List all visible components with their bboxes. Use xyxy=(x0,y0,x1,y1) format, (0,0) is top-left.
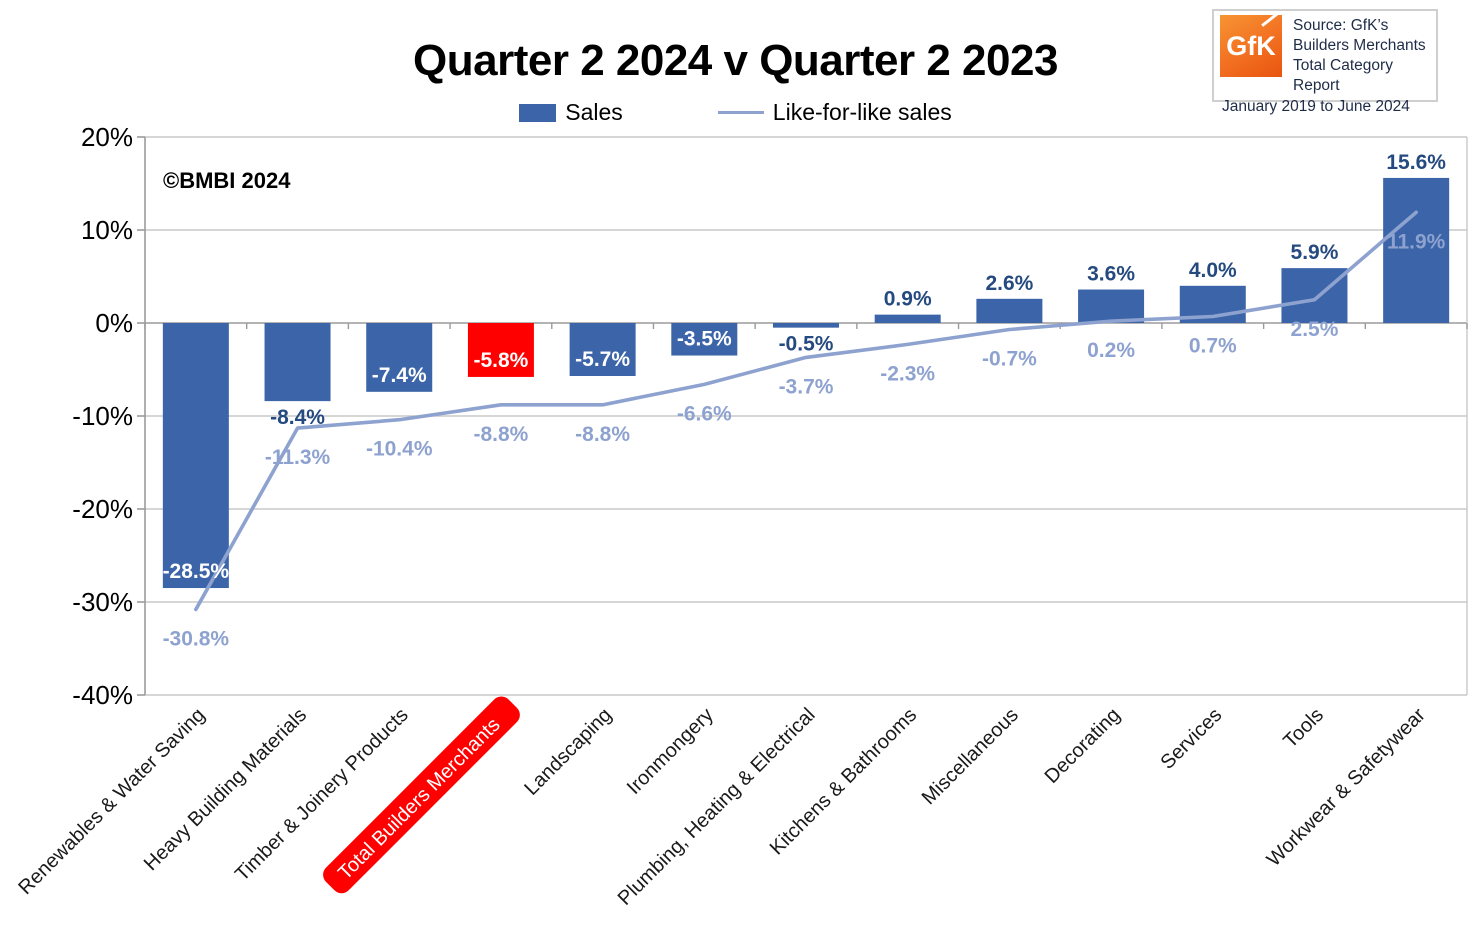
y-axis-label: -30% xyxy=(72,587,133,617)
sales-bar xyxy=(264,323,331,402)
sales-bar xyxy=(162,323,229,589)
x-axis-label: Services xyxy=(1157,704,1227,774)
sales-swatch-icon xyxy=(519,103,557,122)
x-axis-label: Miscellaneous xyxy=(918,704,1023,809)
x-axis-label-group: Ironmongery xyxy=(623,704,718,799)
x-axis-label-group: Services xyxy=(1157,704,1227,774)
x-axis-label-group: Tools xyxy=(1279,704,1328,753)
sales-bar xyxy=(1383,177,1450,323)
x-axis-label-group: Plumbing, Heating & Electrical xyxy=(614,704,820,910)
sales-bar xyxy=(874,314,941,323)
sales-bar-label: 0.9% xyxy=(884,288,932,311)
legend-item-sales: Sales xyxy=(519,99,623,126)
lfl-point-label: -8.8% xyxy=(473,423,528,446)
x-axis-label: Timber & Joinery Products xyxy=(231,704,413,886)
x-axis-label-highlight: Total Builders Merchants xyxy=(323,696,520,894)
x-axis-label: Plumbing, Heating & Electrical xyxy=(614,704,820,910)
x-axis-label-group: Timber & Joinery Products xyxy=(231,704,413,886)
sales-bar xyxy=(1281,268,1348,323)
legend-sales-label: Sales xyxy=(565,99,623,125)
sales-bar-label: 4.0% xyxy=(1189,259,1237,282)
lfl-point-label: -8.8% xyxy=(575,423,630,446)
x-axis-label: Landscaping xyxy=(520,704,616,800)
x-axis-label: Tools xyxy=(1279,704,1328,753)
page-title: Quarter 2 2024 v Quarter 2 2023 xyxy=(413,36,1058,85)
copyright-note: ©BMBI 2024 xyxy=(163,168,291,193)
x-axis-label-group: Heavy Building Materials xyxy=(140,704,311,875)
y-axis-label: 20% xyxy=(81,122,133,152)
gfk-logo: GfK xyxy=(1220,12,1282,77)
source-period: January 2019 to June 2024 xyxy=(1222,98,1410,115)
x-axis-label-group: Landscaping xyxy=(520,704,616,800)
x-axis-label: Decorating xyxy=(1041,704,1125,788)
source-text: Source: GfK’s Builders Merchants Total C… xyxy=(1286,11,1436,96)
lfl-point-label: -0.7% xyxy=(982,348,1037,371)
x-axis-label-group: Miscellaneous xyxy=(918,704,1023,809)
source-line: Source: GfK’s xyxy=(1293,17,1389,34)
source-box: GfK Source: GfK’s Builders Merchants Tot… xyxy=(1212,9,1438,115)
y-axis-label: 10% xyxy=(81,215,133,245)
lfl-point-label: 0.7% xyxy=(1189,334,1237,357)
x-axis-label: Total Builders Merchants xyxy=(334,714,504,884)
y-axis-label: -40% xyxy=(72,680,133,710)
x-axis-label: Renewables & Water Saving xyxy=(14,704,209,899)
sales-bar-highlight xyxy=(467,323,534,377)
sales-bar-label: -8.4% xyxy=(270,406,325,429)
x-axis-label: Heavy Building Materials xyxy=(140,704,311,875)
lfl-line-swatch-icon xyxy=(717,111,764,114)
lfl-point-label: -2.3% xyxy=(880,362,935,385)
sales-bar xyxy=(1078,289,1145,323)
lfl-point-label: -3.7% xyxy=(779,375,834,398)
x-axis-label-group: Renewables & Water Saving xyxy=(14,704,209,899)
lfl-point-label: -30.8% xyxy=(163,627,230,650)
sales-bar-label: -5.7% xyxy=(575,348,630,371)
sales-bar-label: -5.8% xyxy=(473,349,528,372)
sales-bar-label: 5.9% xyxy=(1291,241,1339,264)
lfl-line xyxy=(194,210,1418,612)
lfl-point-label: -10.4% xyxy=(366,438,433,461)
y-axis-label: 0% xyxy=(95,308,133,338)
lfl-point-label: -6.6% xyxy=(677,402,732,425)
lfl-point-label: 2.5% xyxy=(1291,318,1339,341)
legend-lfl-label: Like-for-like sales xyxy=(772,99,952,125)
sales-bar-label: 3.6% xyxy=(1087,263,1135,286)
sales-bar-label: 15.6% xyxy=(1386,151,1446,174)
y-axis-label: -10% xyxy=(72,401,133,431)
lfl-point-label: 11.9% xyxy=(1387,230,1446,253)
sales-bar xyxy=(671,323,738,356)
sales-bar xyxy=(366,323,433,392)
legend-item-lfl: Like-for-like sales xyxy=(717,99,952,126)
lfl-point-label: 0.2% xyxy=(1087,339,1135,362)
gfk-logo-slash-icon xyxy=(1261,12,1279,27)
sales-bar xyxy=(569,323,636,377)
sales-bar xyxy=(773,323,839,328)
sales-bar-label: -28.5% xyxy=(163,560,230,583)
sales-bar-label: -3.5% xyxy=(677,328,732,351)
sales-bar-label: -0.5% xyxy=(779,333,834,356)
sales-bar xyxy=(976,298,1043,323)
legend: Sales Like-for-like sales xyxy=(0,99,1471,126)
gfk-logo-text: GfK xyxy=(1226,30,1276,61)
highlight-label-pill xyxy=(323,696,520,894)
sales-bar-label: -7.4% xyxy=(372,364,427,387)
lfl-point-label: -11.3% xyxy=(265,446,331,469)
sales-bar-label: 2.6% xyxy=(985,272,1033,295)
x-axis-label: Ironmongery xyxy=(623,704,718,799)
source-line: Builders Merchants xyxy=(1293,37,1426,54)
x-axis-label-group: Decorating xyxy=(1041,704,1125,788)
y-axis-label: -20% xyxy=(72,494,133,524)
source-line: Total Category Report xyxy=(1293,57,1393,94)
